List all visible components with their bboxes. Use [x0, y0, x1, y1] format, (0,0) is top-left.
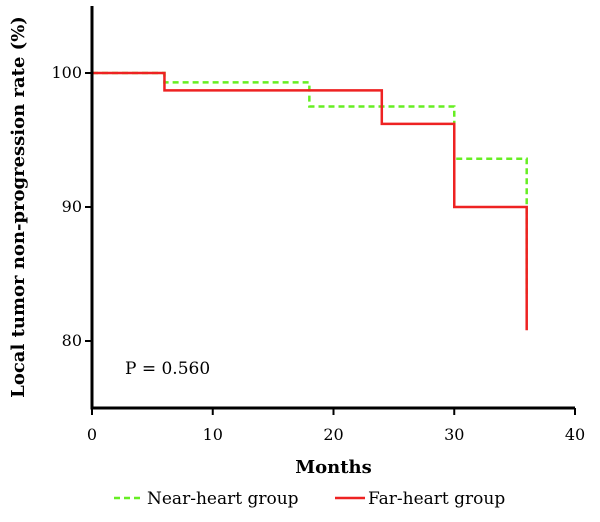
legend: Near-heart group Far-heart group	[114, 489, 505, 509]
x-tick-label: 10	[203, 425, 223, 444]
x-tick-label: 40	[565, 425, 585, 444]
legend-label: Near-heart group	[147, 489, 299, 509]
y-tick-label: 90	[62, 197, 82, 216]
x-axis-title: Months	[295, 457, 372, 478]
series-line-near-heart	[92, 71, 528, 295]
y-tick-label: 80	[62, 331, 82, 350]
tick-layer: 0 10 20 30 40 80 90 100	[51, 63, 585, 444]
x-tick-label: 20	[323, 425, 343, 444]
y-tick-label: 100	[51, 63, 82, 82]
legend-label: Far-heart group	[368, 489, 505, 509]
p-value-annotation: P = 0.560	[125, 359, 210, 379]
x-tick-label: 30	[444, 425, 464, 444]
series-line-far-heart	[92, 71, 528, 331]
x-tick-label: 0	[87, 425, 97, 444]
y-axis-title: Local tumor non-progression rate (%)	[8, 16, 29, 398]
series-layer	[92, 71, 528, 331]
